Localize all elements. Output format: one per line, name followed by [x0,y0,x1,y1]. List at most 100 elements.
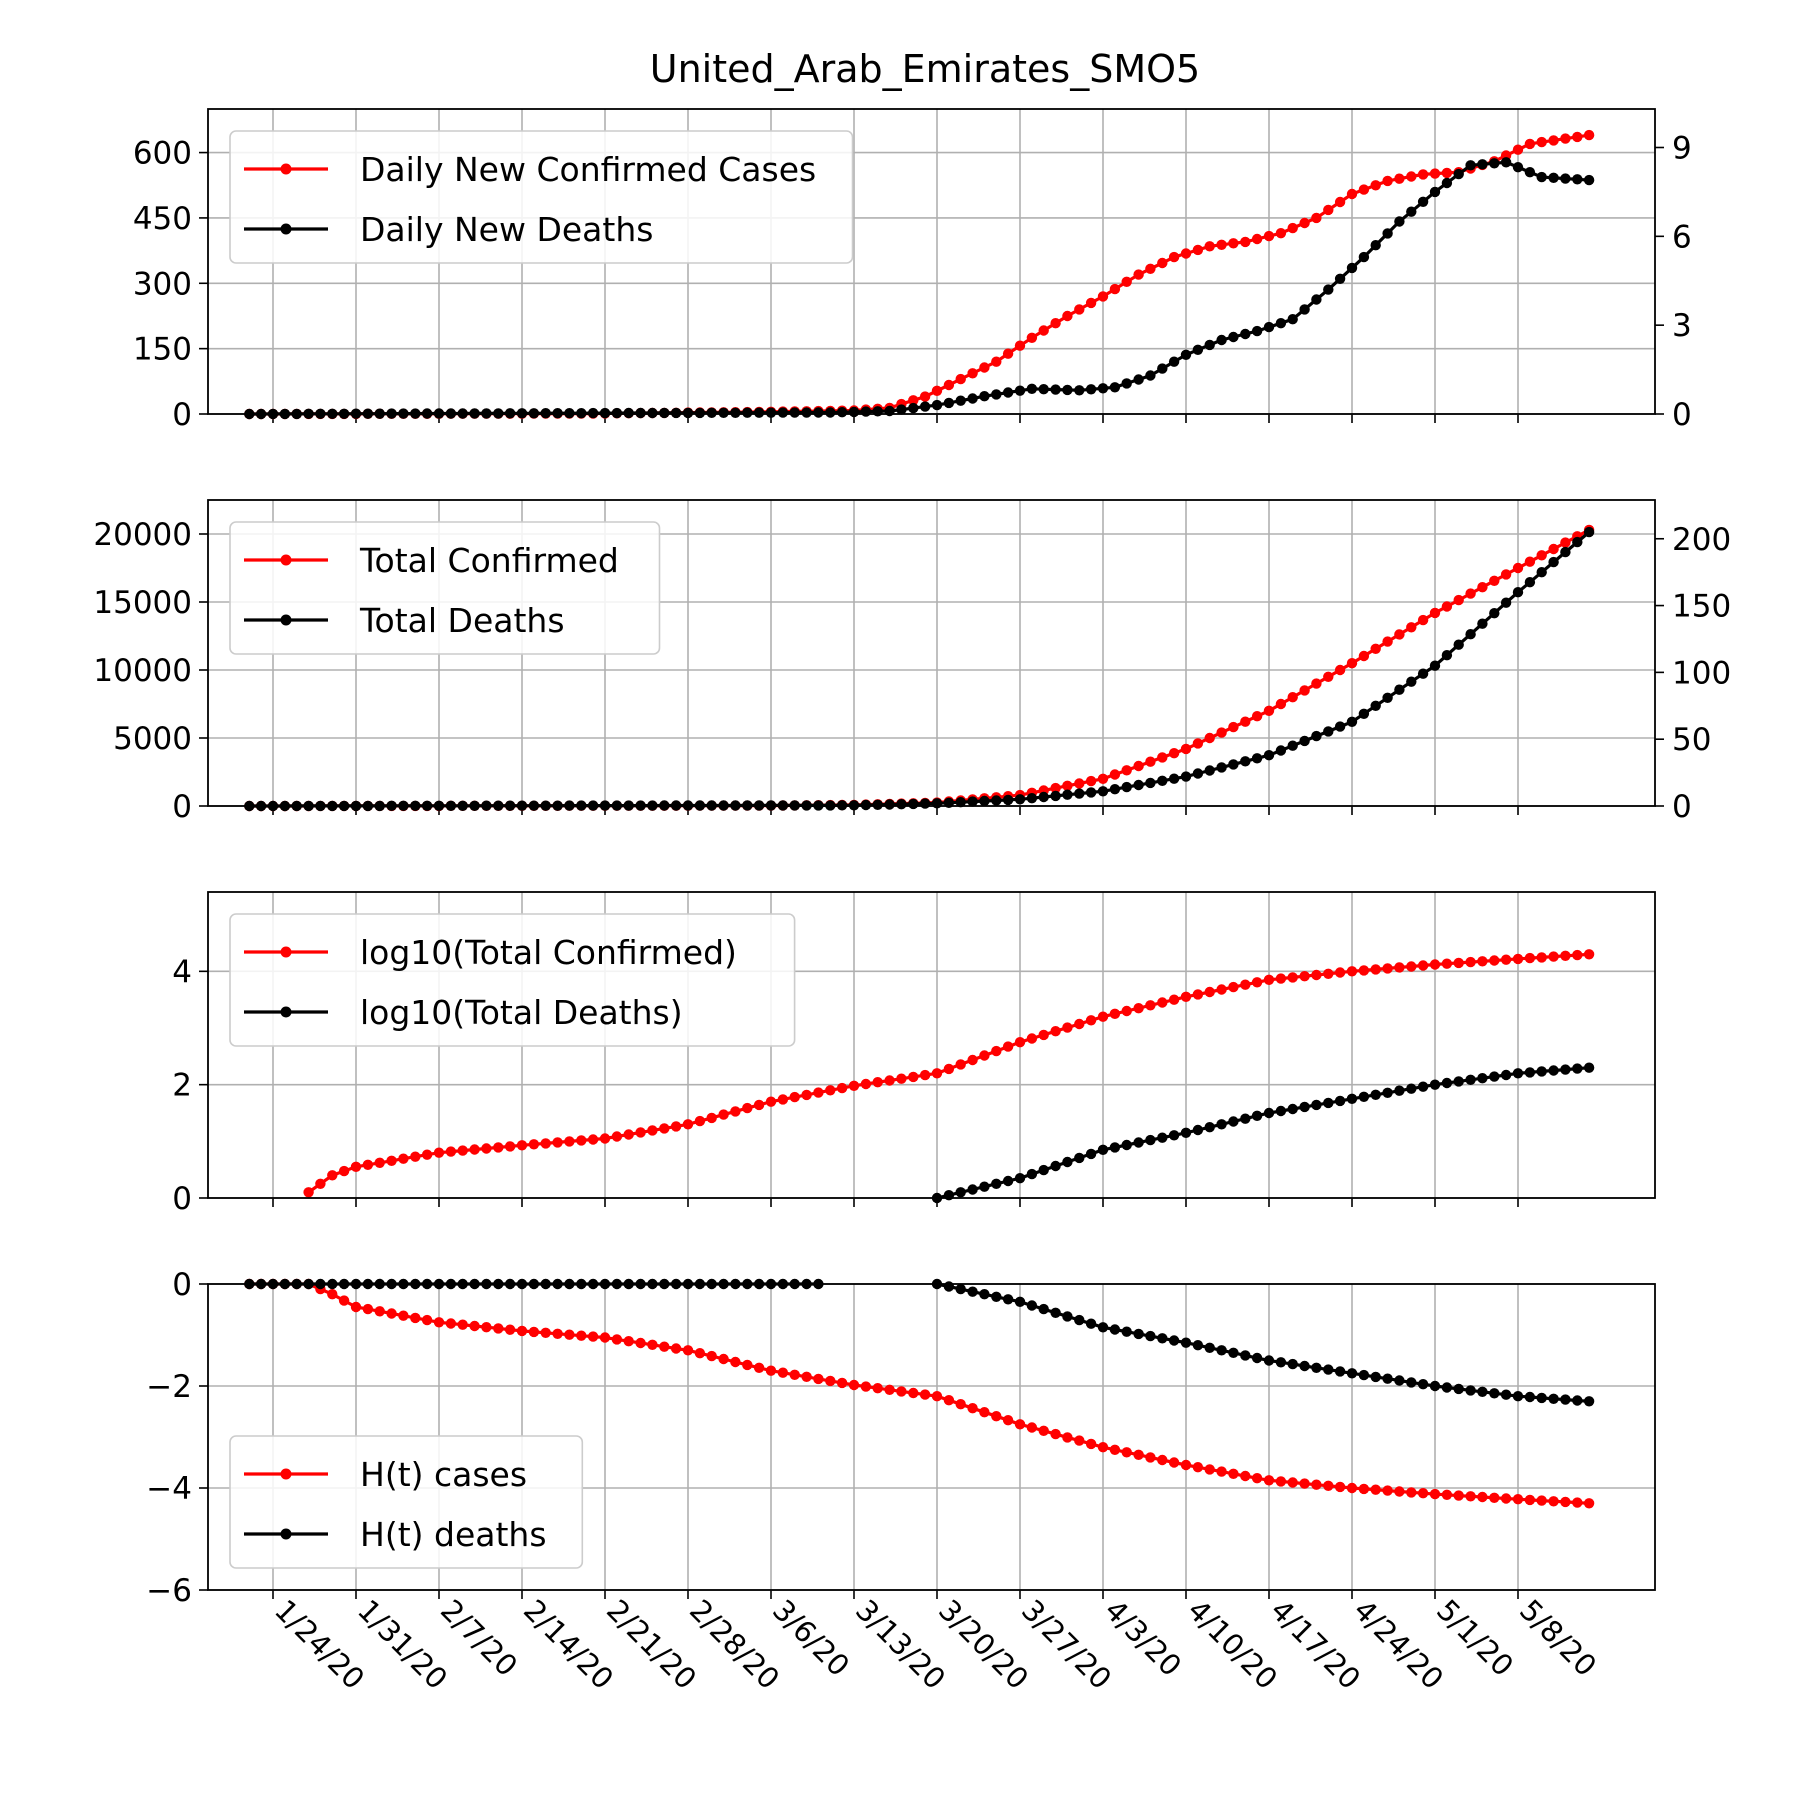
series-h-t-cases [244,1278,1595,1509]
data-point [1085,775,1097,787]
data-point [919,798,931,809]
data-point [1192,768,1204,779]
data-point [1085,1438,1097,1450]
data-point [1299,1360,1310,1372]
panel-2: 0 5000 10000 15000 20000 0 50 100 150 200 Total Co… [93,499,1731,825]
data-point [1133,1137,1144,1148]
data-point [1323,1364,1334,1375]
data-point [979,391,990,402]
data-point [742,1102,753,1114]
data-point [1157,997,1168,1008]
legend-label: Daily New Deaths [360,210,653,249]
data-point [1287,222,1298,234]
data-point [1275,228,1287,239]
data-point [1477,159,1488,170]
legend-marker [280,163,292,175]
data-point [1512,562,1524,574]
data-point [1074,304,1085,315]
y-tick-label: −4 [146,1471,192,1507]
data-point [1050,384,1061,395]
data-point [1299,971,1310,982]
data-point [1358,965,1370,976]
data-point [1145,263,1156,274]
data-point [955,1399,966,1410]
data-point [1204,1464,1215,1475]
data-point [979,795,990,807]
data-point [1334,1481,1346,1493]
legend-marker [280,946,292,958]
legend-marker [280,554,292,566]
data-point [1382,228,1393,239]
data-point [1311,1362,1322,1374]
data-point [1085,1318,1097,1329]
data-point [1026,1033,1038,1044]
data-point [777,1367,789,1378]
data-point [1429,607,1441,619]
data-point [1050,1160,1061,1172]
data-point [706,407,717,418]
data-point [1441,601,1453,612]
data-point [445,1318,457,1329]
data-point [1002,794,1014,806]
data-point [753,1099,765,1111]
data-point [1192,1462,1204,1473]
data-point [967,1054,978,1066]
data-point [1334,1366,1346,1377]
data-point [1192,1340,1204,1351]
data-point [1275,1105,1287,1117]
data-point [1358,1483,1370,1495]
data-point [1168,1457,1180,1468]
data-point [742,1359,753,1371]
data-point [1287,1477,1298,1488]
data-point [860,1381,872,1392]
data-point [1583,1498,1595,1509]
data-point [860,1078,872,1090]
data-point [1133,269,1144,280]
data-point [1251,325,1263,337]
data-point [1394,216,1405,227]
data-point [1489,1388,1500,1399]
data-point [955,797,966,808]
x-tick-label: 1/31/20 [351,1593,454,1696]
data-point [991,795,1002,806]
legend-box [229,521,661,655]
data-point [694,1348,706,1359]
data-point [1240,1470,1251,1482]
data-point [1512,587,1524,598]
data-point [896,1386,907,1397]
data-point [564,1136,575,1147]
data-point [1394,684,1405,695]
data-point [1583,129,1595,141]
data-point [1275,973,1287,984]
data-point [1228,238,1239,249]
data-point [1370,700,1381,711]
legend-label: H(t) cases [360,1455,527,1494]
data-point [1453,1076,1464,1087]
data-point [1097,383,1109,394]
data-point [303,1187,314,1198]
data-point [540,1138,551,1149]
data-point [1358,708,1370,719]
data-point [1500,954,1512,965]
data-point [1121,276,1132,287]
data-point [1536,136,1547,148]
data-point [1038,325,1049,336]
data-point [1524,138,1536,150]
data-point [1192,1124,1204,1136]
legend-marker [280,223,292,235]
data-point [350,1161,362,1173]
data-point [398,1310,409,1321]
x-tick-label: 2/28/20 [683,1593,786,1696]
data-point [967,1286,978,1297]
data-point [457,1145,468,1156]
data-point [1263,1355,1275,1366]
data-point [1524,1067,1536,1078]
data-point [1572,536,1583,548]
data-point [1050,790,1061,802]
data-point [1062,1022,1073,1033]
y2-tick-label: 6 [1672,219,1692,255]
data-point [943,1395,955,1406]
data-point [991,1045,1002,1057]
x-tick-label: 1/24/20 [268,1593,371,1696]
